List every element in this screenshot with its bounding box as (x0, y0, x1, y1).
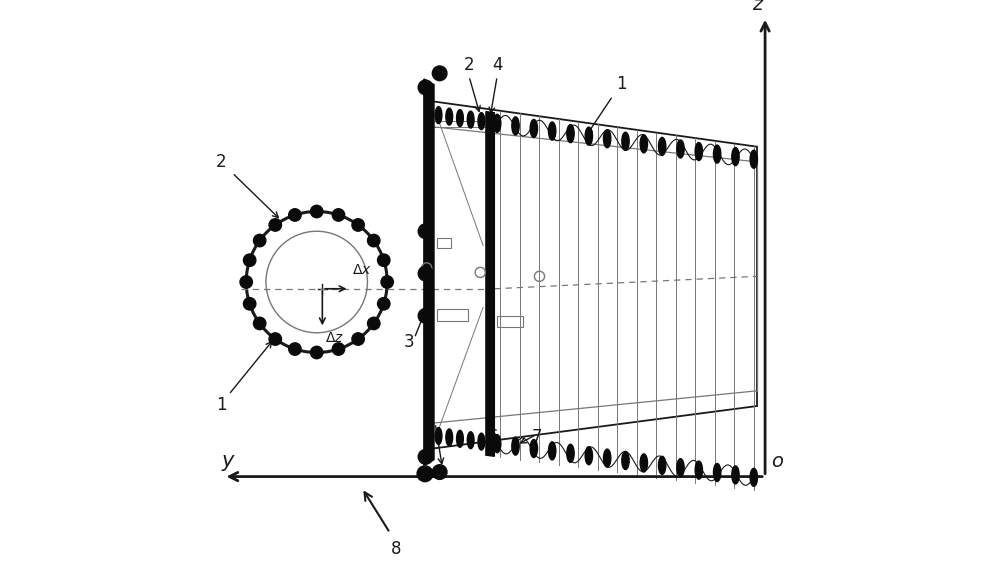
Circle shape (289, 343, 301, 355)
Circle shape (332, 209, 345, 221)
Circle shape (417, 466, 433, 482)
Ellipse shape (750, 150, 757, 168)
Circle shape (418, 80, 433, 95)
Ellipse shape (435, 107, 442, 124)
Text: 2: 2 (216, 153, 227, 171)
Circle shape (352, 219, 364, 231)
Circle shape (378, 298, 390, 310)
Circle shape (368, 317, 380, 329)
Ellipse shape (446, 108, 453, 125)
Circle shape (253, 317, 266, 329)
Ellipse shape (750, 468, 757, 486)
Circle shape (310, 205, 323, 218)
Text: $\Delta z$: $\Delta z$ (325, 331, 344, 345)
Text: 2: 2 (464, 56, 474, 74)
Circle shape (243, 254, 256, 266)
Ellipse shape (446, 429, 453, 446)
Text: 1: 1 (216, 396, 227, 415)
Circle shape (378, 254, 390, 266)
Ellipse shape (530, 439, 538, 457)
Circle shape (269, 333, 281, 345)
Circle shape (432, 465, 447, 479)
Circle shape (310, 346, 323, 359)
Ellipse shape (494, 435, 501, 453)
Text: o: o (771, 452, 783, 471)
Text: z: z (752, 0, 762, 14)
Ellipse shape (435, 428, 442, 444)
Ellipse shape (677, 459, 684, 477)
Ellipse shape (732, 466, 739, 484)
Ellipse shape (457, 430, 463, 447)
Circle shape (381, 276, 393, 288)
Ellipse shape (467, 432, 474, 449)
Text: 6: 6 (488, 428, 498, 446)
Ellipse shape (494, 114, 501, 133)
Text: $\Delta x$: $\Delta x$ (352, 263, 372, 277)
Ellipse shape (603, 449, 611, 467)
Circle shape (332, 343, 345, 355)
Ellipse shape (695, 461, 702, 479)
Circle shape (269, 219, 281, 231)
Text: 3: 3 (403, 333, 414, 351)
Ellipse shape (567, 125, 574, 143)
Ellipse shape (512, 437, 519, 455)
Ellipse shape (512, 117, 519, 135)
Ellipse shape (603, 130, 611, 148)
Text: 4: 4 (492, 56, 502, 74)
Circle shape (240, 276, 252, 288)
Ellipse shape (457, 109, 463, 126)
Ellipse shape (695, 143, 702, 161)
Ellipse shape (467, 111, 474, 128)
Ellipse shape (677, 140, 684, 158)
Circle shape (368, 235, 380, 247)
Circle shape (432, 66, 447, 81)
Ellipse shape (658, 138, 666, 156)
Circle shape (418, 266, 433, 281)
Circle shape (352, 333, 364, 345)
Ellipse shape (478, 113, 485, 130)
Ellipse shape (549, 122, 556, 140)
Ellipse shape (622, 452, 629, 470)
Ellipse shape (585, 127, 592, 145)
Circle shape (243, 298, 256, 310)
Ellipse shape (732, 148, 739, 166)
Ellipse shape (549, 442, 556, 460)
Text: 5: 5 (424, 416, 435, 434)
Ellipse shape (640, 454, 647, 472)
Circle shape (253, 235, 266, 247)
Circle shape (289, 209, 301, 221)
Polygon shape (486, 112, 494, 456)
Text: 1: 1 (616, 74, 627, 92)
Circle shape (418, 224, 433, 239)
Polygon shape (424, 79, 434, 465)
Ellipse shape (478, 433, 485, 450)
Circle shape (418, 450, 433, 464)
Circle shape (418, 309, 433, 323)
Ellipse shape (713, 464, 721, 482)
Ellipse shape (585, 447, 592, 465)
Text: 7: 7 (531, 428, 542, 446)
Ellipse shape (530, 120, 538, 138)
Text: y: y (222, 451, 234, 471)
Ellipse shape (713, 145, 721, 163)
Ellipse shape (622, 132, 629, 150)
Ellipse shape (640, 135, 647, 153)
Ellipse shape (658, 456, 666, 474)
Ellipse shape (567, 444, 574, 462)
Text: 8: 8 (390, 540, 401, 558)
